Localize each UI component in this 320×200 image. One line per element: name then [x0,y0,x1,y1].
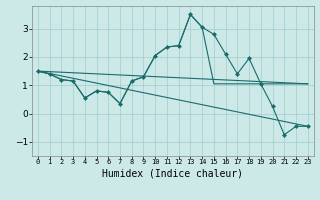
X-axis label: Humidex (Indice chaleur): Humidex (Indice chaleur) [102,168,243,178]
